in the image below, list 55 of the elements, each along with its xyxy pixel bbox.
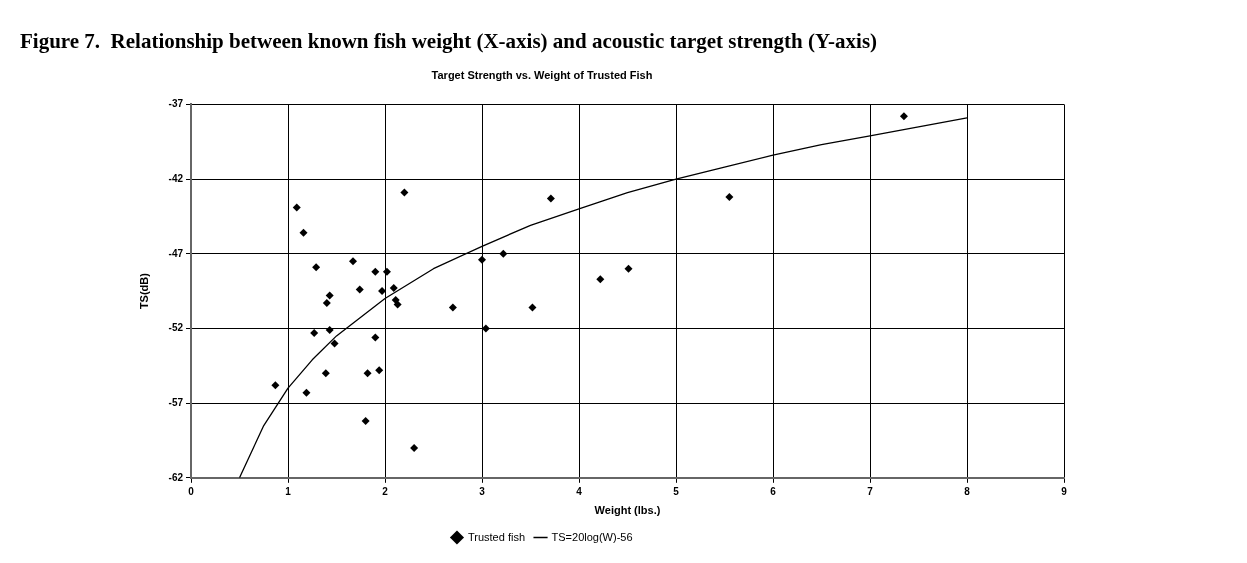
point: [899, 112, 908, 121]
y-tick-label: -42: [168, 172, 184, 184]
point: [546, 194, 555, 203]
chart-title: Figure 7. Relationship between known fish weight (X-axis) and acoustic target strength (Y-axis): [20, 29, 878, 54]
point: [361, 417, 370, 426]
point: [312, 263, 321, 272]
x-axis-title: Weight (lbs.): [594, 504, 661, 517]
y-tick-label: -62: [168, 471, 184, 483]
legend-label: Trusted fish: [467, 530, 526, 543]
point: [382, 267, 391, 276]
y-tick-label: -47: [168, 247, 184, 259]
point: [322, 299, 331, 308]
x-tick-label: 4: [576, 485, 583, 497]
point: [271, 381, 280, 390]
x-tick-label: 6: [770, 485, 777, 497]
x-tick-label: 9: [1061, 485, 1068, 497]
point: [325, 325, 334, 334]
point: [292, 203, 301, 212]
point: [302, 388, 311, 397]
point: [528, 303, 537, 312]
point: [391, 296, 400, 305]
point: [363, 369, 372, 378]
y-tick-label: -37: [168, 98, 184, 110]
point: [371, 267, 380, 276]
x-tick-label: 2: [382, 485, 389, 497]
y-axis-title: TS(dB): [137, 272, 150, 310]
x-tick-label: 5: [673, 485, 680, 497]
point: [624, 264, 633, 273]
x-tick-label: 1: [285, 485, 292, 497]
legend-label: TS=20log(W)-56: [551, 530, 633, 543]
point: [310, 328, 319, 337]
point: [478, 255, 486, 264]
x-tick-label: 7: [867, 485, 874, 497]
point: [299, 228, 308, 237]
point: [725, 193, 734, 201]
point: [499, 249, 508, 258]
point: [393, 300, 402, 309]
x-tick-label: 8: [964, 485, 971, 497]
x-tick-label: 3: [479, 485, 486, 497]
point: [355, 285, 364, 294]
chart-subtitle: Target Strength vs. Weight of Trusted Fish: [431, 68, 653, 81]
point: [330, 339, 339, 348]
point: [371, 333, 380, 342]
point: [410, 443, 419, 452]
point: [400, 188, 409, 197]
point: [348, 257, 357, 266]
x-tick-label: 0: [188, 485, 195, 497]
point: [375, 366, 384, 375]
point: [325, 291, 334, 300]
y-tick-label: -57: [168, 396, 184, 408]
point: [448, 303, 457, 312]
y-tick-label: -52: [168, 322, 184, 334]
point: [596, 275, 605, 284]
point: [321, 369, 330, 378]
point: [389, 284, 398, 293]
